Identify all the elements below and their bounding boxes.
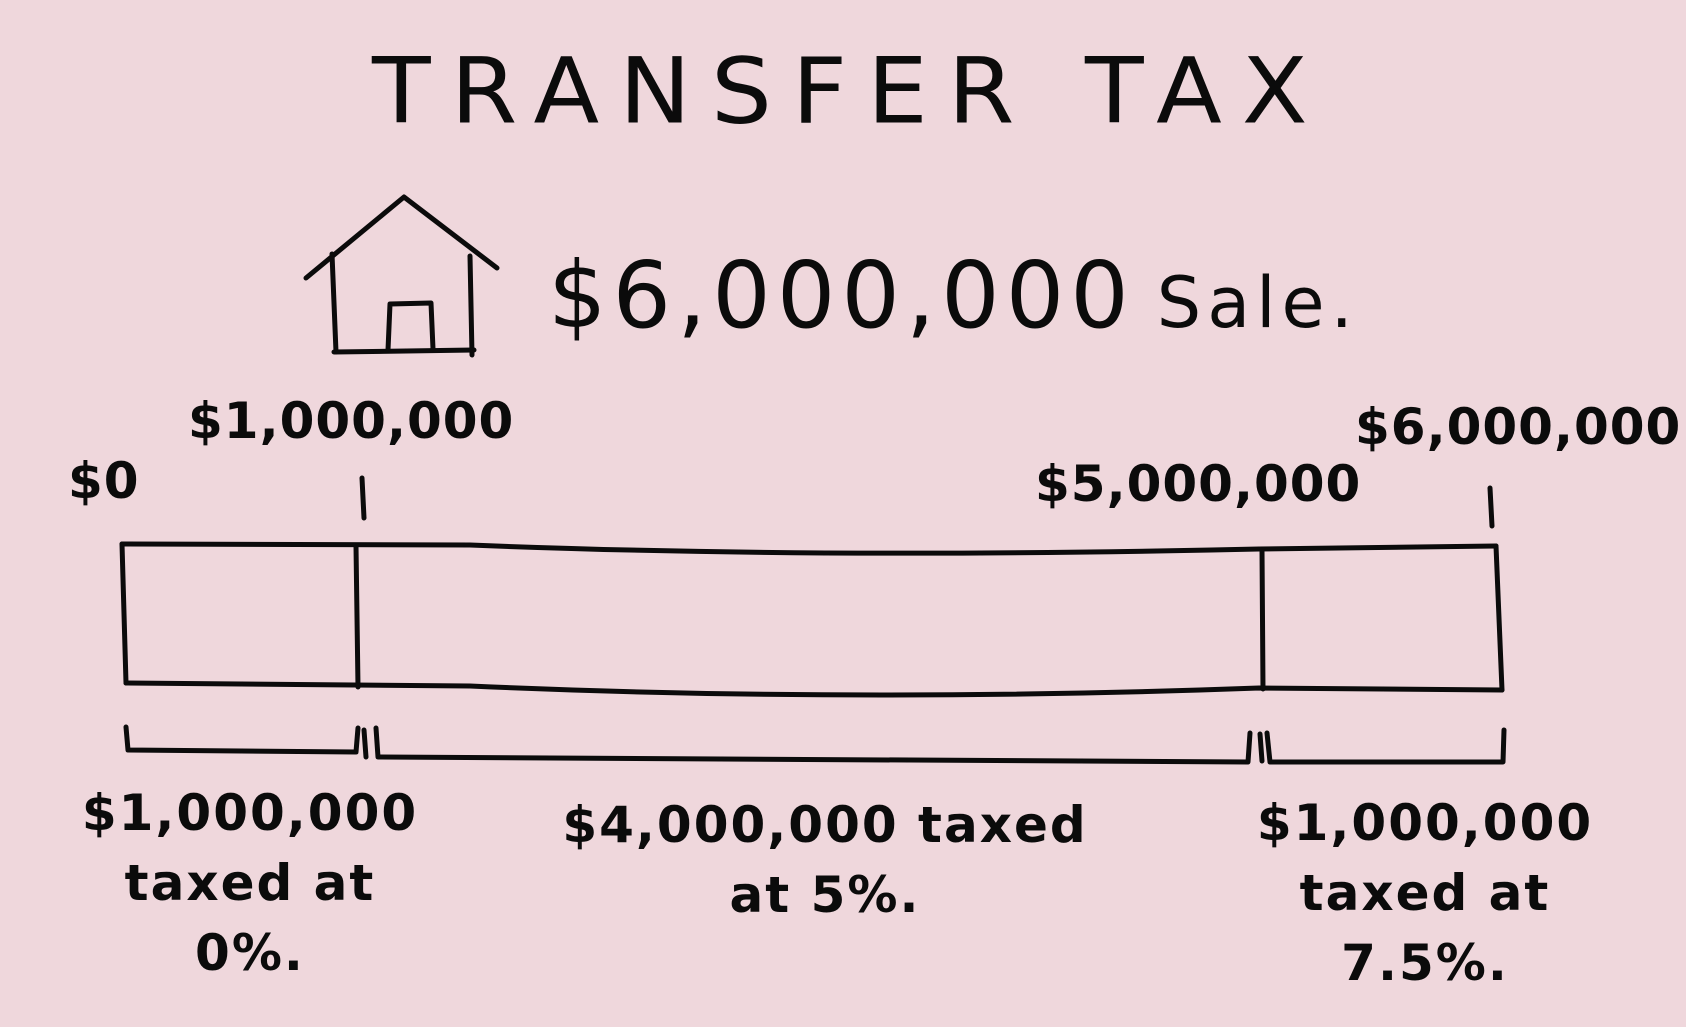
divider-1m xyxy=(353,543,361,690)
segment-label-2: $4,000,000 taxed at 5%. xyxy=(495,790,1155,930)
tick-label-1m: $1,000,000 xyxy=(188,392,515,450)
tick-label-5m: $5,000,000 xyxy=(1035,455,1362,513)
sale-amount: $6,000,000 xyxy=(548,242,1135,349)
segment-label-3: $1,000,000 taxed at 7.5%. xyxy=(1225,788,1625,998)
bracket-bar xyxy=(119,541,1505,698)
segment-1-amount: $1,000,000 xyxy=(81,784,419,842)
segment-label-1: $1,000,000 taxed at 0%. xyxy=(60,778,440,988)
diagram-title: TRANSFER TAX xyxy=(372,38,1328,145)
segment-3-amount: $1,000,000 xyxy=(1256,794,1594,852)
segment-1-text: taxed at xyxy=(124,854,376,912)
segment-braces xyxy=(123,724,1507,765)
house-icon xyxy=(303,194,500,358)
segment-2-rate: at 5%. xyxy=(729,866,921,924)
segment-3-text: taxed at xyxy=(1299,864,1551,922)
tick-marks xyxy=(359,475,1495,529)
tick-mark-6m xyxy=(1487,485,1495,529)
brace-segment-1 xyxy=(123,724,361,755)
segment-2-amount: $4,000,000 taxed xyxy=(562,796,1088,854)
tick-label-6m: $6,000,000 xyxy=(1355,398,1682,456)
tick-label-0: $0 xyxy=(68,452,140,510)
divider-5m xyxy=(1259,547,1266,692)
brace-segment-3 xyxy=(1264,727,1507,765)
sale-word: Sale. xyxy=(1156,262,1359,344)
brace-segment-2 xyxy=(373,725,1253,765)
segment-3-rate: 7.5%. xyxy=(1341,934,1509,992)
segment-1-rate: 0%. xyxy=(195,924,305,982)
sale-amount-label: $6,000,000 Sale. xyxy=(548,242,1359,349)
tick-mark-1m xyxy=(359,475,367,521)
